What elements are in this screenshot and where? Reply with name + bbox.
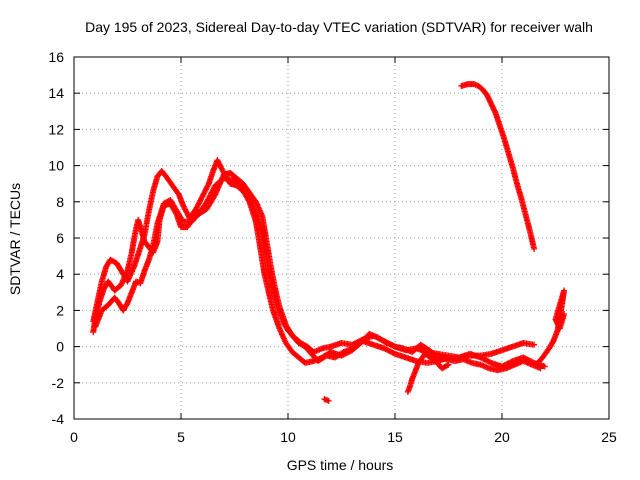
data-point [444,362,451,369]
y-tick-label: 0 [56,339,64,355]
y-tick-label: 12 [48,121,64,137]
data-point [325,397,332,404]
y-axis-label: SDTVAR / TECUs [7,183,23,295]
data-point [541,363,548,370]
data-point [561,311,568,318]
data-point [531,341,538,348]
x-tick-label: 25 [601,429,617,445]
x-tick-label: 15 [387,429,403,445]
x-axis-label: GPS time / hours [287,457,394,473]
y-tick-label: -4 [52,411,65,427]
x-tick-label: 0 [70,429,78,445]
axis-ticks: 0 5 10 15 20 25 -4 -2 0 2 4 6 8 10 12 14 16 [48,49,617,445]
series-track-6 [321,350,452,404]
data-point [486,359,493,366]
x-tick-label: 5 [177,429,185,445]
series-track-4 [458,81,538,252]
data-point [390,350,397,357]
series-track-5 [533,287,568,368]
y-tick-label: 6 [56,230,64,246]
series-track-2 [90,157,538,366]
grid [74,57,609,419]
chart-title: Day 195 of 2023, Sidereal Day-to-day VTE… [85,19,593,35]
y-tick-label: 2 [56,302,64,318]
data-point [445,361,452,368]
data-point [531,245,538,252]
series-track-3 [92,169,544,374]
y-tick-label: -2 [52,375,65,391]
y-tick-label: 16 [48,49,64,65]
x-tick-label: 10 [280,429,296,445]
x-tick-label: 20 [494,429,510,445]
y-tick-label: 8 [56,194,64,210]
data-point [537,365,544,372]
y-tick-label: 10 [48,158,64,174]
y-tick-label: 14 [48,85,64,101]
plot-area [90,81,568,404]
y-tick-label: 4 [56,266,64,282]
